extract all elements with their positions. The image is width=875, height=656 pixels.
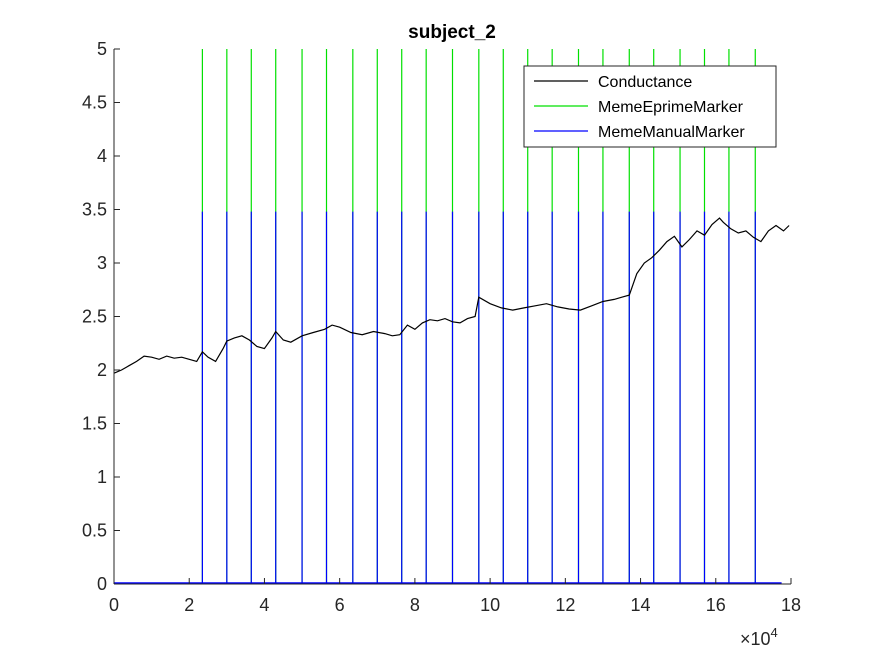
y-tick-label-5: 2.5 — [82, 307, 107, 327]
y-tick-label-10: 5 — [97, 39, 107, 59]
x-exponent-label: ×104 — [740, 625, 778, 649]
x-tick-label-6: 12 — [555, 595, 575, 615]
y-tick-label-8: 4 — [97, 146, 107, 166]
x-tick-label-4: 8 — [410, 595, 420, 615]
y-tick-label-3: 1.5 — [82, 414, 107, 434]
x-tick-label-3: 6 — [335, 595, 345, 615]
conductance-line — [113, 217, 790, 374]
x-tick-label-0: 0 — [109, 595, 119, 615]
axes: 0 2 4 6 8 10 12 14 16 18 0 0.5 1 1.5 2 2.5 3 3.5 4 4.5 5 — [82, 39, 801, 615]
legend-label-2: MemeManualMarker — [598, 124, 745, 141]
y-tick-label-6: 3 — [97, 253, 107, 273]
chart-title: subject_2 — [408, 22, 496, 43]
x-tick-label-7: 14 — [631, 595, 651, 615]
legend: Conductance MemeEprimeMarker MemeManualMar… — [523, 65, 777, 148]
y-tick-label-1: 0.5 — [82, 521, 107, 541]
legend-label-1: MemeEprimeMarker — [598, 99, 744, 116]
legend-label-0: Conductance — [598, 74, 692, 91]
x-tick-label-8: 16 — [706, 595, 726, 615]
y-tick-label-7: 3.5 — [82, 200, 107, 220]
x-tick-label-9: 18 — [781, 595, 801, 615]
x-tick-label-1: 2 — [184, 595, 194, 615]
x-exponent-power: 4 — [771, 625, 778, 640]
y-tick-label-9: 4.5 — [82, 93, 107, 113]
y-tick-label-0: 0 — [97, 574, 107, 594]
y-tick-label-2: 1 — [97, 467, 107, 487]
x-tick-label-2: 4 — [259, 595, 269, 615]
x-tick-label-5: 10 — [480, 595, 500, 615]
y-tick-label-4: 2 — [97, 360, 107, 380]
